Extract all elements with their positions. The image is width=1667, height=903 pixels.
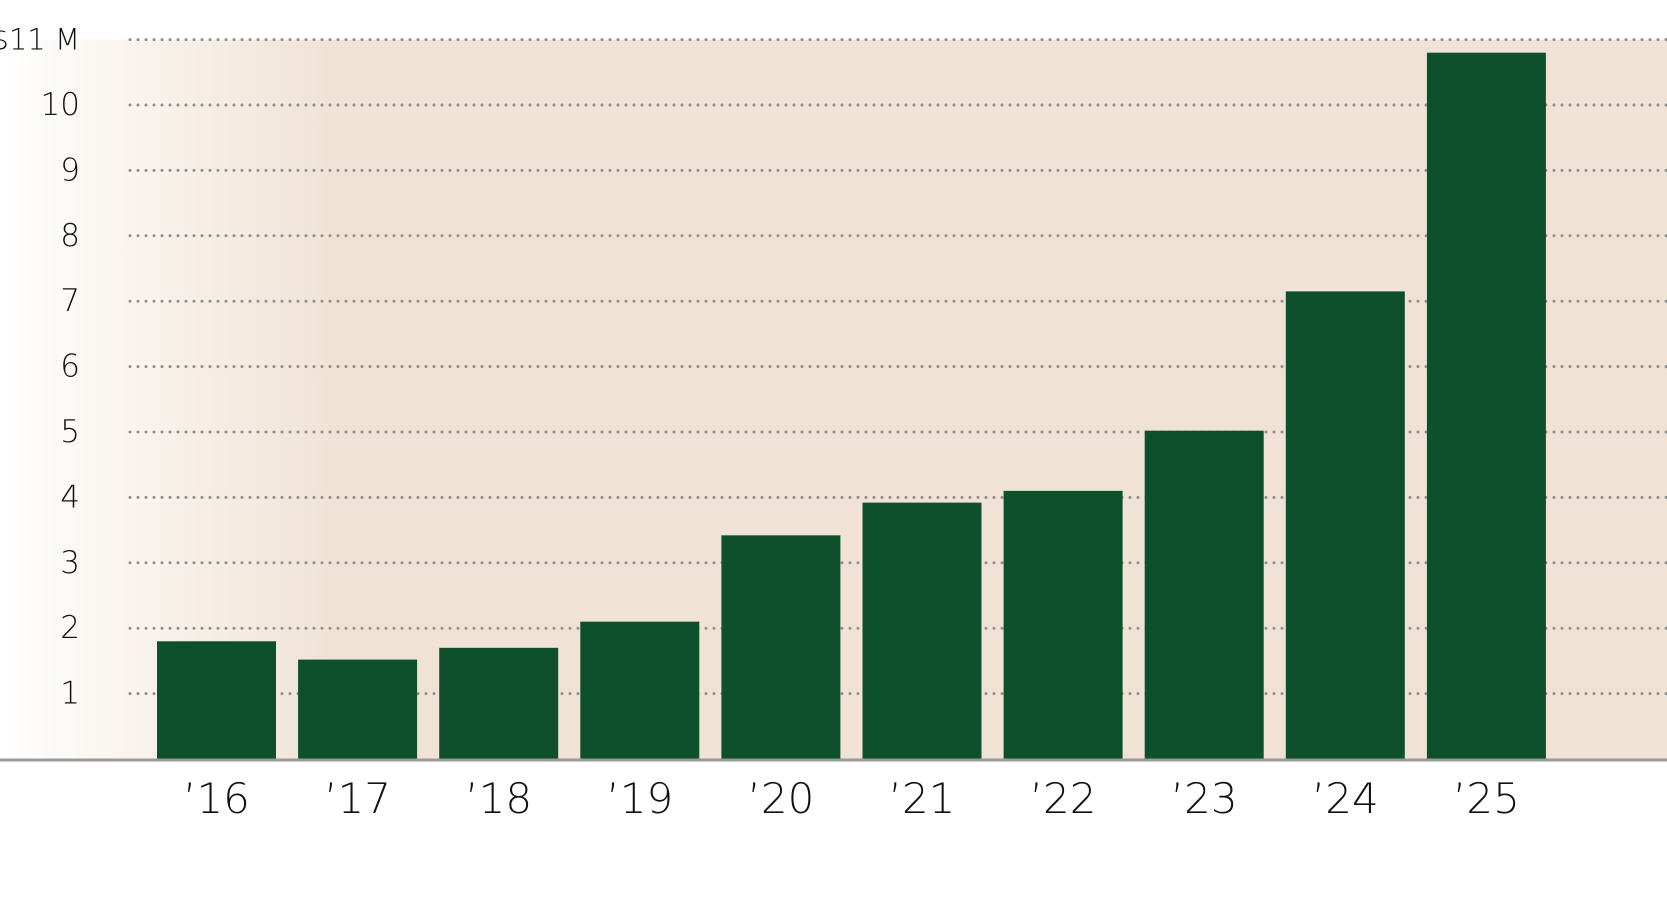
- y-tick-label: $11 M: [0, 23, 80, 57]
- bar: [862, 502, 982, 759]
- bar: [298, 659, 418, 759]
- bar: [721, 535, 841, 759]
- x-tick-label: ’16: [183, 774, 250, 823]
- bar: [439, 647, 559, 759]
- x-tick-label: ’25: [1453, 774, 1520, 823]
- y-tick-label: 9: [60, 152, 80, 188]
- gridlines: [128, 38, 1667, 696]
- x-tick-label: ’22: [1030, 774, 1097, 823]
- bar: [157, 641, 276, 759]
- plot-background-fade: [0, 39, 330, 760]
- x-tick-label: ’21: [889, 774, 956, 823]
- bar: [1285, 291, 1405, 759]
- y-tick-label: 8: [60, 218, 80, 254]
- y-tick-label: 10: [41, 87, 80, 123]
- y-axis-tick-labels: 1 2 3 4 5 6 7 8 9 10 $11 M: [0, 23, 80, 712]
- x-tick-label: ’17: [324, 774, 391, 823]
- bars: [157, 52, 1546, 760]
- bar: [1003, 490, 1123, 759]
- y-tick-label: 6: [60, 349, 80, 385]
- y-tick-label: 1: [60, 676, 80, 712]
- x-tick-label: ’23: [1171, 774, 1238, 823]
- bar: [1426, 52, 1546, 760]
- y-tick-label: 2: [60, 610, 80, 646]
- y-tick-label: 7: [60, 283, 80, 319]
- x-tick-label: ’18: [465, 774, 532, 823]
- y-tick-label: 3: [60, 545, 80, 581]
- x-axis-tick-labels: ’16 ’17 ’18 ’19 ’20 ’21 ’22 ’23 ’24 ’25: [183, 774, 1520, 823]
- x-tick-label: ’20: [748, 774, 815, 823]
- y-tick-label: 5: [60, 414, 80, 450]
- y-tick-label: 4: [60, 479, 80, 515]
- bar: [1144, 430, 1264, 759]
- x-tick-label: ’19: [606, 774, 673, 823]
- bar: [580, 621, 700, 759]
- x-tick-label: ’24: [1312, 774, 1379, 823]
